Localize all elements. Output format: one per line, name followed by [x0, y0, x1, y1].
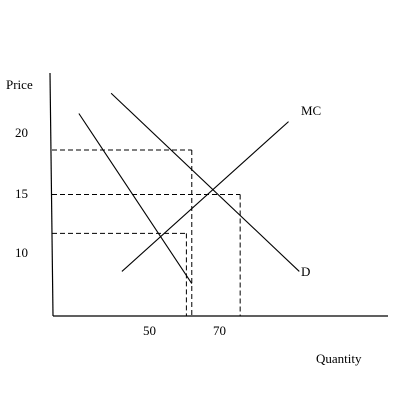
d-curve-label: D: [301, 264, 310, 279]
y-tick-label-10: 10: [15, 245, 28, 260]
y-axis: [49, 72, 54, 317]
x-tick-label-70: 70: [213, 323, 226, 338]
curves: [78, 92, 300, 284]
guide-lines: [52, 149, 241, 316]
y-axis-label: Price: [6, 77, 33, 92]
x-axis-label: Quantity: [316, 351, 362, 366]
y-tick-label-20: 20: [15, 125, 28, 140]
y-tick-label-15: 15: [15, 186, 28, 201]
mr-curve: [78, 113, 193, 284]
x-tick-label-50: 50: [143, 323, 156, 338]
d-curve: [110, 92, 300, 272]
mc-curve-label: MC: [301, 103, 321, 118]
mc-curve: [121, 121, 289, 272]
